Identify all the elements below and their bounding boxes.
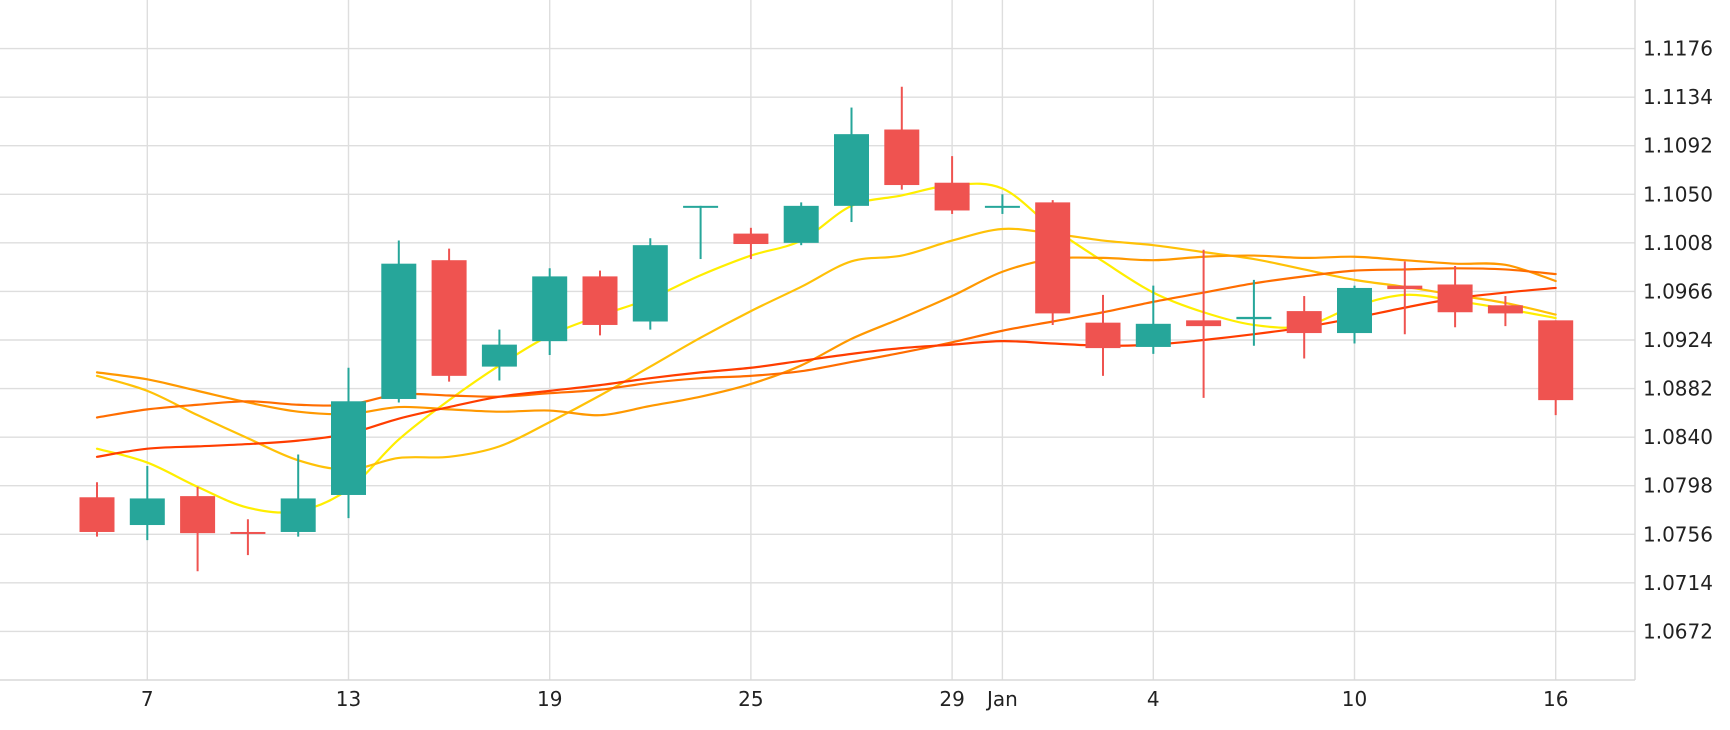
candle-18 xyxy=(984,194,1020,214)
candle-body xyxy=(431,260,467,376)
candle-body xyxy=(1387,285,1423,290)
y-tick-label: 1.0924 xyxy=(1643,328,1713,352)
candle-19 xyxy=(1035,200,1071,325)
candle-3 xyxy=(230,519,266,556)
candle-body xyxy=(1135,323,1171,347)
candle-body xyxy=(632,245,668,322)
y-tick-label: 1.0882 xyxy=(1643,377,1713,401)
candle-24 xyxy=(1286,296,1322,359)
x-tick-label: 10 xyxy=(1342,687,1367,711)
x-tick-label: 16 xyxy=(1543,687,1568,711)
x-tick-label: 29 xyxy=(939,687,964,711)
x-tick-label: Jan xyxy=(985,687,1018,711)
candle-23 xyxy=(1236,279,1272,346)
candle-5 xyxy=(331,367,366,519)
y-tick-label: 1.0672 xyxy=(1643,619,1713,643)
candle-body xyxy=(1085,322,1121,349)
candle-12 xyxy=(683,205,719,260)
candle-body xyxy=(984,205,1020,208)
candle-body xyxy=(280,498,316,532)
candle-body xyxy=(129,498,165,526)
candle-20 xyxy=(1085,294,1121,376)
candle-body xyxy=(582,276,618,325)
candle-body xyxy=(1337,287,1372,334)
candle-body xyxy=(683,205,719,208)
candle-body xyxy=(834,134,869,206)
candle-27 xyxy=(1437,265,1473,328)
y-tick-label: 1.0714 xyxy=(1643,571,1713,595)
candle-22 xyxy=(1186,249,1222,398)
candle-29 xyxy=(1538,320,1574,416)
candle-body xyxy=(331,401,366,495)
candle-7 xyxy=(431,248,467,382)
candle-4 xyxy=(280,454,316,537)
x-tick-label: 19 xyxy=(537,687,562,711)
candle-body xyxy=(230,531,266,534)
y-tick-label: 1.0798 xyxy=(1643,474,1713,498)
candle-6 xyxy=(381,240,417,403)
candle-16 xyxy=(884,86,920,190)
candle-body xyxy=(79,497,115,532)
y-tick-label: 1.0840 xyxy=(1643,425,1713,449)
candle-17 xyxy=(934,156,970,214)
y-tick-label: 1.0756 xyxy=(1643,522,1713,546)
y-tick-label: 1.1176 xyxy=(1643,37,1713,61)
candle-body xyxy=(733,233,769,245)
y-axis-tick-labels: 1.1176 1.1134 1.1092 1.1050 1.1008 1.0966 1.09… xyxy=(1643,37,1713,644)
y-tick-label: 1.0966 xyxy=(1643,279,1713,303)
candle-body xyxy=(884,129,920,186)
candle-11 xyxy=(632,238,668,330)
candle-0 xyxy=(79,482,115,537)
moving-average-layer xyxy=(95,182,1557,514)
candle-body xyxy=(1286,311,1322,334)
moving-average-line-1 xyxy=(95,182,1557,514)
y-tick-label: 1.1092 xyxy=(1643,134,1713,158)
candle-body xyxy=(934,182,970,211)
y-tick-label: 1.1134 xyxy=(1643,85,1713,109)
candle-26 xyxy=(1387,261,1423,335)
candle-10 xyxy=(582,270,618,336)
candle-13 xyxy=(733,227,769,260)
candle-body xyxy=(481,344,517,367)
candle-body xyxy=(1437,284,1473,313)
y-tick-label: 1.1008 xyxy=(1643,231,1713,255)
x-axis-tick-labels: 7 13 19 25 29 Jan 4 10 16 xyxy=(141,687,1568,711)
candle-25 xyxy=(1337,285,1372,344)
candle-8 xyxy=(481,329,517,381)
x-tick-label: 13 xyxy=(336,687,361,711)
candle-layer xyxy=(79,86,1574,572)
candle-body xyxy=(532,276,568,342)
moving-average-line-2 xyxy=(95,227,1557,471)
x-tick-label: 4 xyxy=(1147,687,1160,711)
candle-body xyxy=(1487,305,1523,314)
x-tick-label: 25 xyxy=(738,687,763,711)
candle-14 xyxy=(783,202,819,246)
moving-average-line-3 xyxy=(95,254,1557,417)
grid-layer xyxy=(0,0,1636,681)
moving-average-line-4 xyxy=(95,267,1557,419)
candle-body xyxy=(1538,320,1574,401)
candle-body xyxy=(180,496,216,534)
candle-15 xyxy=(834,107,869,223)
y-tick-label: 1.1050 xyxy=(1643,182,1713,206)
candle-9 xyxy=(532,268,568,356)
x-tick-label: 7 xyxy=(141,687,154,711)
candle-body xyxy=(1035,202,1071,314)
candle-2 xyxy=(180,486,216,572)
candle-body xyxy=(381,263,417,399)
candle-21 xyxy=(1135,285,1171,354)
candle-28 xyxy=(1487,296,1523,327)
candle-body xyxy=(783,205,819,243)
candle-1 xyxy=(129,466,165,541)
candle-body xyxy=(1186,320,1222,327)
candle-body xyxy=(1236,316,1272,320)
